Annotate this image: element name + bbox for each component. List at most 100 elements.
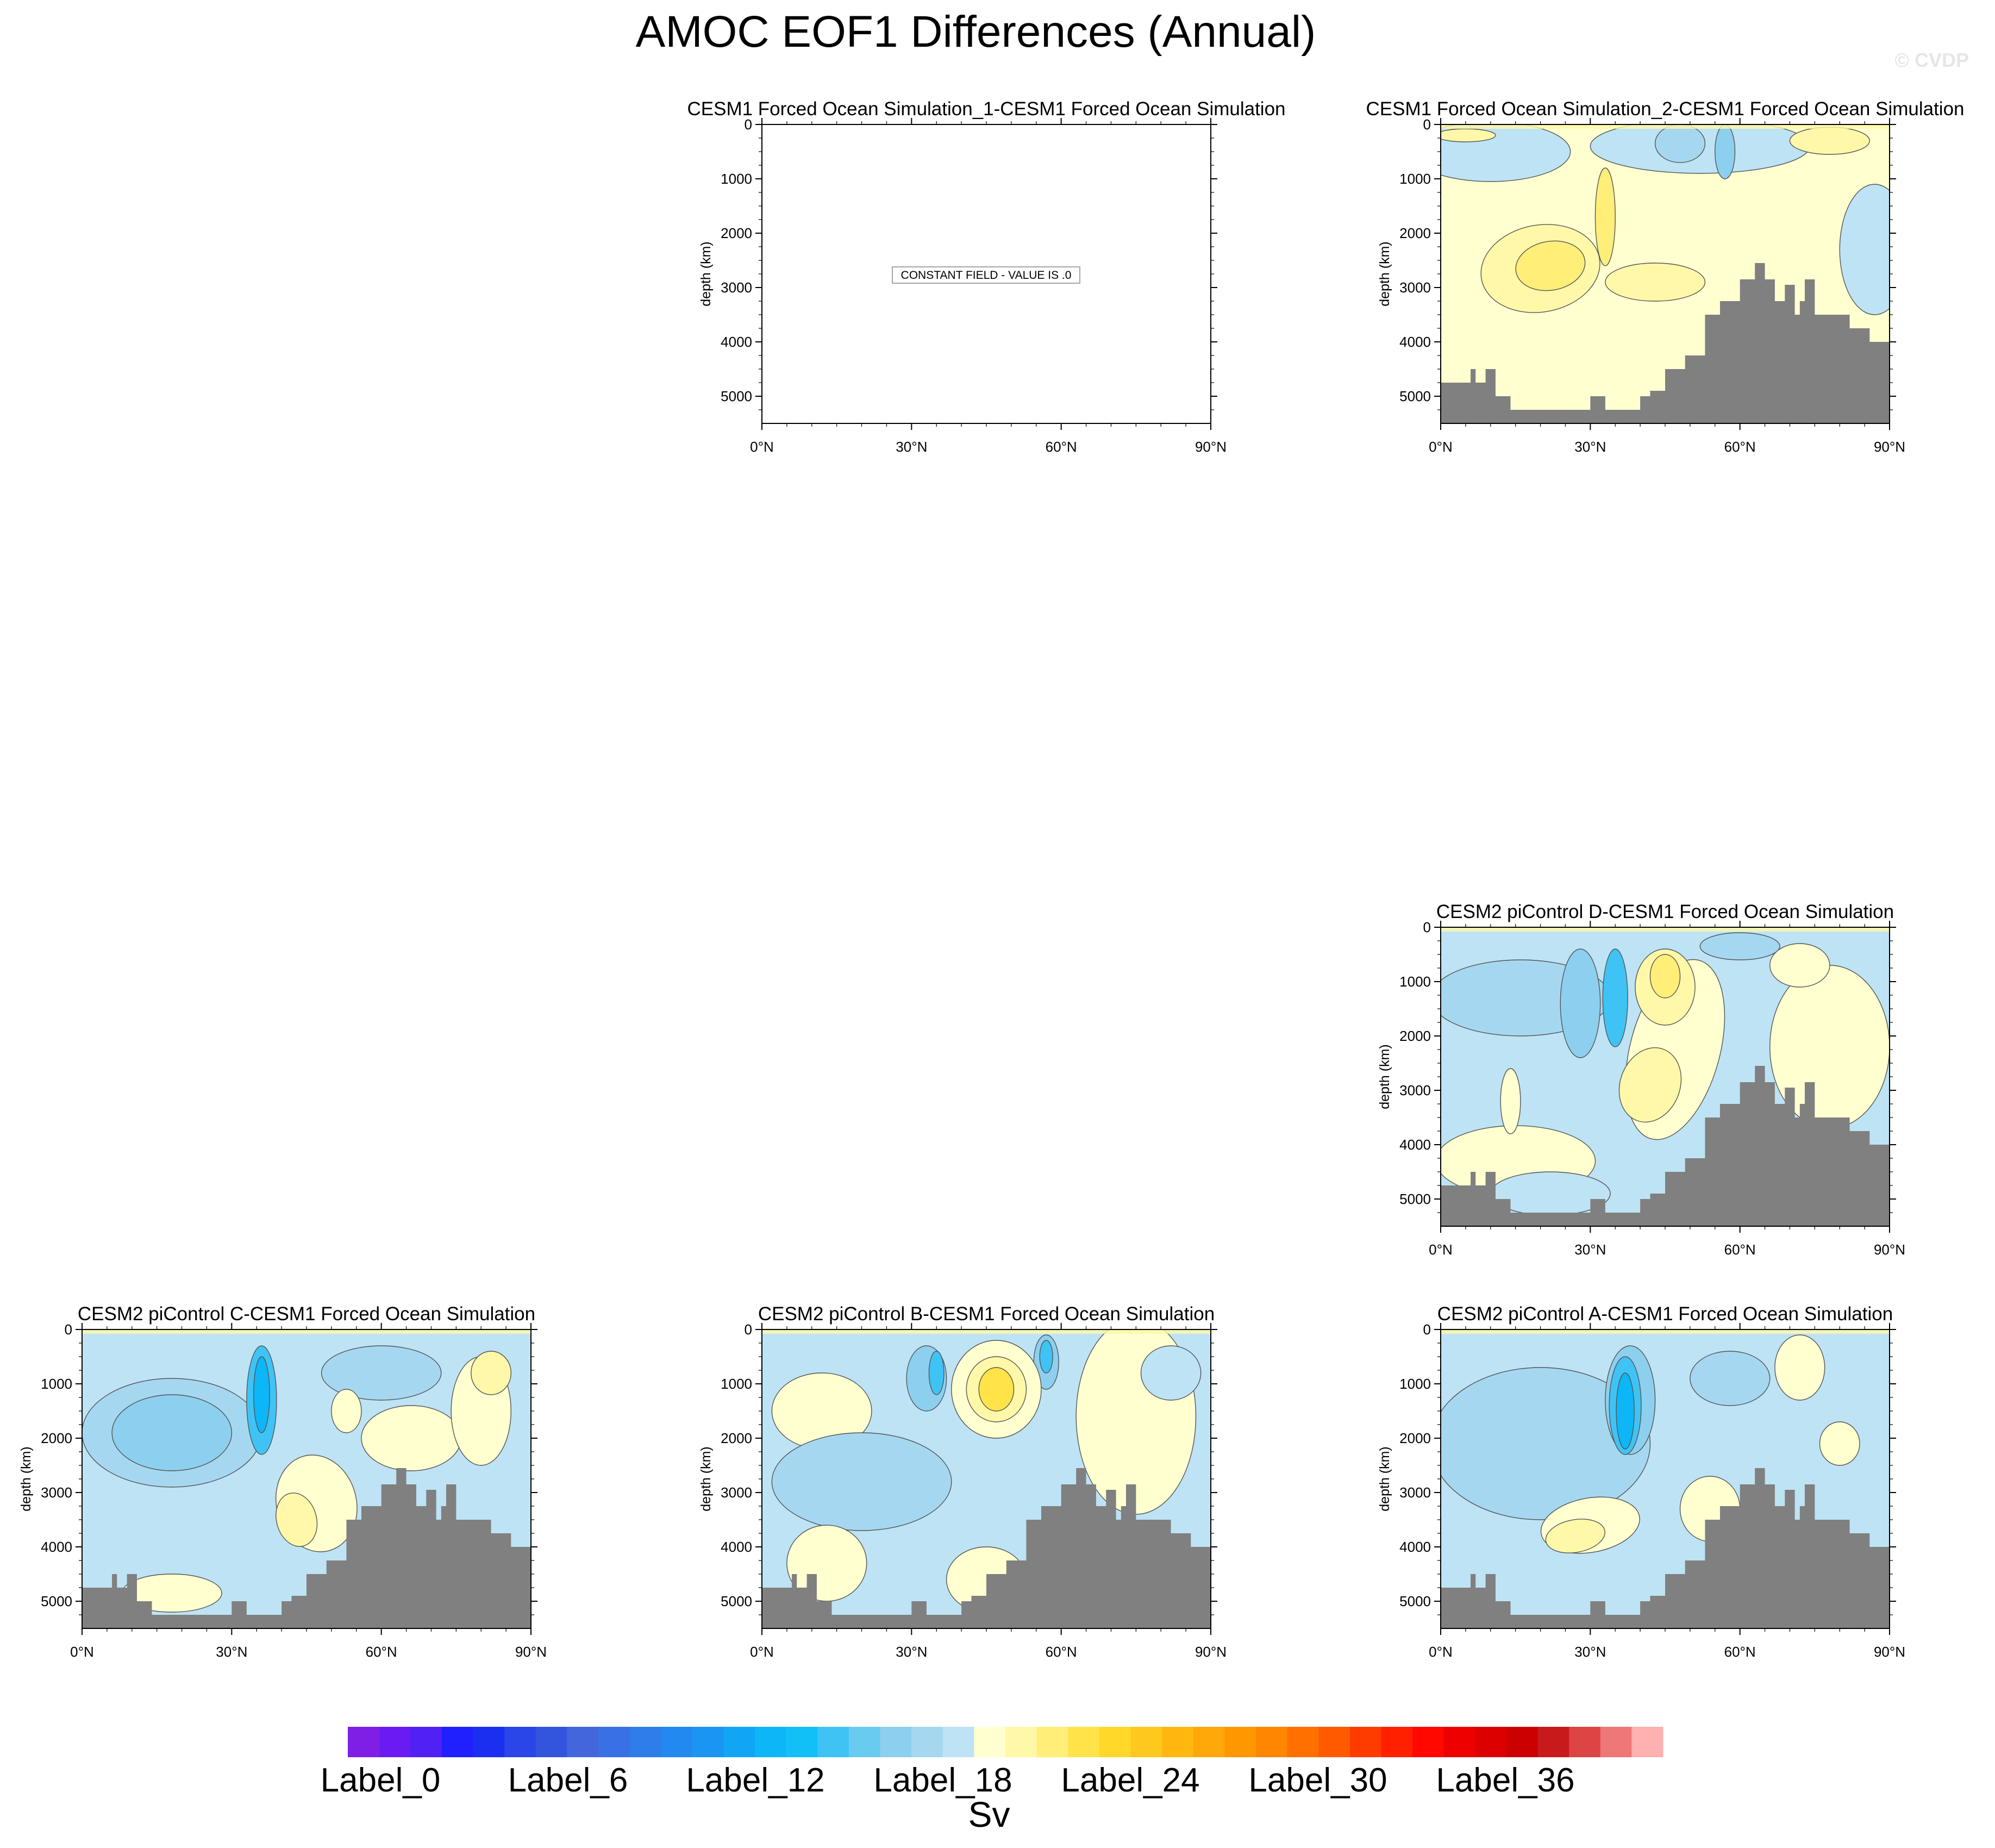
y-tick-label: 3000 bbox=[1399, 1484, 1431, 1501]
contour-region bbox=[1545, 1519, 1605, 1553]
colorbar-swatch bbox=[535, 1727, 567, 1757]
y-axis-label: depth (km) bbox=[18, 1446, 34, 1511]
contour-region bbox=[928, 1351, 945, 1395]
x-tick-label: 60°N bbox=[1724, 1644, 1756, 1660]
y-tick-label: 0 bbox=[745, 1321, 752, 1338]
contour-region bbox=[1605, 263, 1706, 302]
x-tick-label: 90°N bbox=[515, 1644, 547, 1660]
x-tick-label: 0°N bbox=[1429, 1241, 1453, 1258]
bathymetry bbox=[1441, 263, 1890, 423]
x-tick-label: 90°N bbox=[1874, 1241, 1905, 1258]
contour-region bbox=[361, 1405, 462, 1471]
colorbar-swatch bbox=[661, 1727, 693, 1757]
y-tick-label: 2000 bbox=[721, 225, 752, 241]
contour-region bbox=[1515, 240, 1586, 291]
colorbar-swatch bbox=[786, 1727, 818, 1757]
colorbar-swatch bbox=[1162, 1727, 1194, 1757]
x-tick-label: 30°N bbox=[896, 439, 927, 455]
y-axis-label: depth (km) bbox=[1377, 1044, 1392, 1109]
x-tick-label: 30°N bbox=[216, 1644, 247, 1660]
x-tick-label: 0°N bbox=[1429, 439, 1453, 455]
colorbar bbox=[348, 1727, 1663, 1757]
contour-region bbox=[331, 1389, 362, 1433]
contour-region bbox=[1715, 124, 1736, 179]
contour-region bbox=[1441, 1367, 1651, 1520]
panel-title: CESM2 piControl A-CESM1 Forced Ocean Sim… bbox=[1437, 1303, 1893, 1325]
chart-panel-5: CESM2 piControl B-CESM1 Forced Ocean Sim… bbox=[698, 1303, 1227, 1660]
chart-panel-3: CESM2 piControl D-CESM1 Forced Ocean Sim… bbox=[1377, 901, 1905, 1258]
contour-region bbox=[253, 1356, 270, 1433]
colorbar-swatch bbox=[1130, 1727, 1162, 1757]
y-tick-label: 0 bbox=[1423, 919, 1431, 935]
colorbar-swatch bbox=[1537, 1727, 1569, 1757]
y-tick-label: 5000 bbox=[1399, 388, 1431, 404]
colorbar-swatch bbox=[1005, 1727, 1037, 1757]
y-tick-label: 0 bbox=[1423, 116, 1431, 133]
y-axis-label: depth (km) bbox=[698, 1446, 714, 1511]
colorbar-label: Label_12 bbox=[686, 1762, 825, 1799]
surface-layer bbox=[1441, 1329, 1890, 1334]
contour-field bbox=[762, 1329, 1211, 1628]
surface-layer bbox=[1441, 927, 1890, 932]
colorbar-swatch bbox=[1224, 1727, 1256, 1757]
colorbar-swatch bbox=[911, 1727, 943, 1757]
contour-region bbox=[1500, 1068, 1521, 1134]
colorbar-swatch bbox=[1349, 1727, 1381, 1757]
panel-title: CESM1 Forced Ocean Simulation_1-CESM1 Fo… bbox=[687, 98, 1285, 120]
colorbar-swatch bbox=[504, 1727, 536, 1757]
y-axis-label: depth (km) bbox=[1377, 241, 1392, 306]
x-tick-label: 0°N bbox=[750, 439, 774, 455]
y-tick-label: 2000 bbox=[1399, 1430, 1431, 1446]
colorbar-swatch bbox=[1193, 1727, 1225, 1757]
y-tick-label: 0 bbox=[745, 116, 752, 133]
panel-title: CESM2 piControl D-CESM1 Forced Ocean Sim… bbox=[1436, 901, 1894, 922]
x-tick-label: 60°N bbox=[1724, 1241, 1756, 1258]
contour-field bbox=[1441, 927, 1890, 1226]
y-tick-label: 4000 bbox=[721, 334, 752, 350]
chart-panel-2: CESM1 Forced Ocean Simulation_2-CESM1 Fo… bbox=[1366, 98, 1964, 455]
colorbar-swatch bbox=[1318, 1727, 1350, 1757]
y-tick-label: 5000 bbox=[721, 1593, 752, 1609]
y-tick-label: 3000 bbox=[41, 1484, 72, 1501]
colorbar-swatch bbox=[1443, 1727, 1475, 1757]
colorbar-swatch bbox=[1255, 1727, 1288, 1757]
x-tick-label: 30°N bbox=[1574, 1644, 1606, 1660]
contour-region bbox=[1699, 932, 1780, 960]
colorbar-swatch bbox=[848, 1727, 881, 1757]
surface-layer bbox=[1441, 124, 1890, 129]
colorbar-label: Label_36 bbox=[1436, 1762, 1575, 1799]
contour-region bbox=[1789, 127, 1870, 155]
y-tick-label: 1000 bbox=[721, 171, 752, 187]
colorbar-swatch bbox=[1381, 1727, 1413, 1757]
chart-panel-4: CESM2 piControl C-CESM1 Forced Ocean Sim… bbox=[18, 1303, 547, 1660]
y-tick-label: 4000 bbox=[1399, 1539, 1431, 1555]
y-tick-label: 4000 bbox=[1399, 334, 1431, 350]
colorbar-swatch bbox=[723, 1727, 755, 1757]
colorbar-label: Label_18 bbox=[873, 1762, 1012, 1799]
contour-region bbox=[1140, 1345, 1202, 1401]
x-tick-label: 0°N bbox=[70, 1644, 94, 1660]
x-tick-label: 60°N bbox=[366, 1644, 397, 1660]
colorbar-swatch bbox=[1569, 1727, 1601, 1757]
contour-region bbox=[1618, 1047, 1682, 1123]
contour-region bbox=[1441, 128, 1496, 142]
x-tick-label: 0°N bbox=[750, 1644, 774, 1660]
contour-region bbox=[1769, 943, 1830, 988]
colorbar-swatch bbox=[348, 1727, 380, 1757]
page-title: AMOC EOF1 Differences (Annual) bbox=[635, 7, 1316, 57]
contour-region bbox=[321, 1345, 442, 1401]
contour-region bbox=[1441, 124, 1571, 182]
colorbar-swatch bbox=[441, 1727, 473, 1757]
y-tick-label: 3000 bbox=[721, 279, 752, 296]
colorbar-swatch bbox=[379, 1727, 411, 1757]
x-tick-label: 30°N bbox=[1574, 1241, 1606, 1258]
constant-field-box bbox=[892, 266, 1080, 284]
colorbar-swatch bbox=[598, 1727, 630, 1757]
colorbar-label: Label_30 bbox=[1248, 1762, 1387, 1799]
surface-layer bbox=[82, 1329, 531, 1334]
colorbar-unit: Sv bbox=[968, 1794, 1010, 1834]
x-tick-label: 90°N bbox=[1874, 439, 1905, 455]
panel-title: CESM2 piControl B-CESM1 Forced Ocean Sim… bbox=[758, 1303, 1215, 1325]
y-tick-label: 0 bbox=[65, 1321, 72, 1338]
contour-region bbox=[1649, 954, 1681, 998]
